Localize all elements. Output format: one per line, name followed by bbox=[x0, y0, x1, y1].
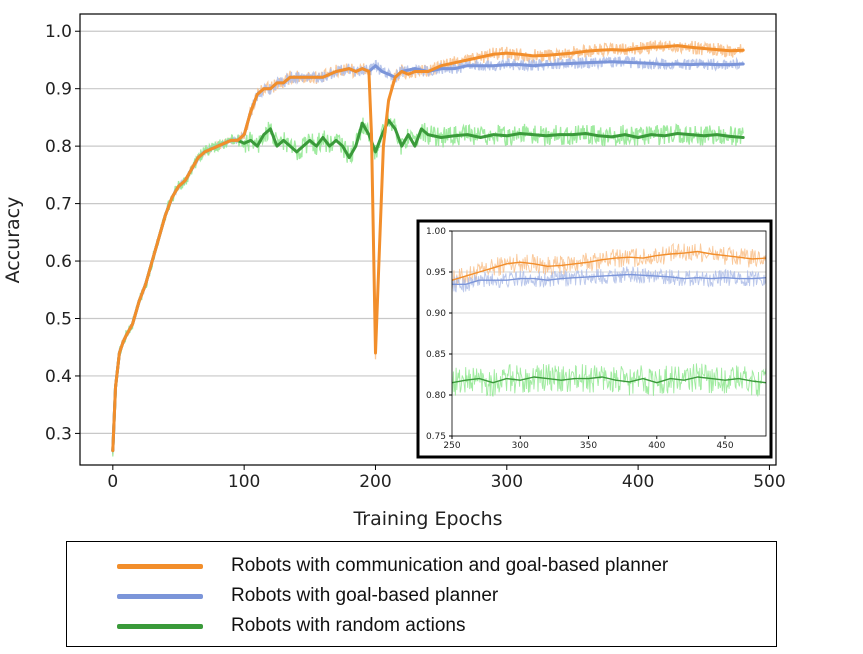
main-y-tick-label: 0.7 bbox=[45, 195, 72, 215]
inset-line-robots-with-goal-based-planner bbox=[452, 273, 766, 286]
main-y-tick-label: 0.3 bbox=[45, 424, 72, 444]
legend-item-communication: Robots with communication and goal-based… bbox=[117, 554, 668, 578]
legend-label-random-actions: Robots with random actions bbox=[231, 615, 466, 636]
inset-y-tick-label: 0.80 bbox=[426, 391, 446, 401]
x-axis-title: Training Epochs bbox=[352, 508, 502, 530]
inset-noise-robots-with-random-actions bbox=[452, 363, 766, 397]
main-plot-frame bbox=[79, 13, 777, 466]
inset-y-tick-label: 0.90 bbox=[426, 309, 446, 319]
inset-x-tick-label: 450 bbox=[716, 441, 733, 451]
main-y-tick-label: 0.5 bbox=[45, 309, 72, 329]
inset-x-tick-label: 400 bbox=[648, 441, 665, 451]
legend-item-goal-planner: Robots with goal-based planner bbox=[117, 584, 498, 608]
inset-x-tick-label: 350 bbox=[580, 441, 597, 451]
inset-y-tick-label: 0.75 bbox=[426, 432, 446, 442]
main-x-tick-label: 500 bbox=[753, 472, 785, 492]
inset-frame bbox=[416, 219, 773, 459]
main-x-tick-label: 100 bbox=[228, 472, 260, 492]
legend: Robots with communication and goal-based… bbox=[66, 541, 777, 647]
legend-item-random-actions: Robots with random actions bbox=[117, 614, 465, 638]
main-y-tick-label: 0.8 bbox=[45, 137, 72, 157]
main-y-tick-label: 0.4 bbox=[45, 367, 72, 387]
inset-plot-frame bbox=[451, 230, 767, 437]
legend-label-communication: Robots with communication and goal-based… bbox=[231, 555, 669, 576]
inset-y-tick-label: 0.85 bbox=[426, 350, 446, 360]
main-x-tick-label: 300 bbox=[491, 472, 523, 492]
main-y-tick-label: 0.9 bbox=[45, 80, 72, 100]
inset-line-robots-with-random-actions bbox=[452, 376, 766, 384]
legend-label-goal-planner: Robots with goal-based planner bbox=[231, 585, 499, 606]
main-x-tick-label: 200 bbox=[359, 472, 391, 492]
legend-swatch-communication bbox=[117, 563, 203, 569]
main-y-tick-label: 0.6 bbox=[45, 252, 72, 272]
inset-y-tick-label: 1.00 bbox=[426, 227, 446, 237]
main-x-tick-label: 0 bbox=[107, 472, 118, 492]
main-x-tick-label: 400 bbox=[622, 472, 654, 492]
inset-axis-ticks: 0.75 0.80 0.85 0.90 0.95 1.00 250 300 350 400 450 bbox=[426, 227, 734, 451]
main-line-robots-with-communication-and-goal-based-planner bbox=[111, 44, 745, 453]
main-noise-robots-with-random-actions bbox=[112, 113, 744, 457]
inset-x-tick-label: 300 bbox=[512, 441, 529, 451]
main-series-lines bbox=[111, 44, 745, 453]
inset-x-tick-label: 250 bbox=[443, 441, 460, 451]
legend-swatch-random-actions bbox=[117, 623, 203, 629]
inset-line-robots-with-communication-and-goal-based-planner bbox=[452, 250, 766, 282]
inset-y-tick-label: 0.95 bbox=[426, 268, 446, 278]
main-y-tick-label: 1.0 bbox=[45, 22, 72, 42]
main-axis-ticks: 0.30.40.50.60.70.80.91.00 100 200 300 400 500 bbox=[45, 22, 786, 492]
legend-swatch-goal-planner bbox=[117, 593, 203, 599]
inset-series-lines bbox=[452, 250, 766, 384]
y-axis-title: Accuracy bbox=[2, 197, 24, 284]
